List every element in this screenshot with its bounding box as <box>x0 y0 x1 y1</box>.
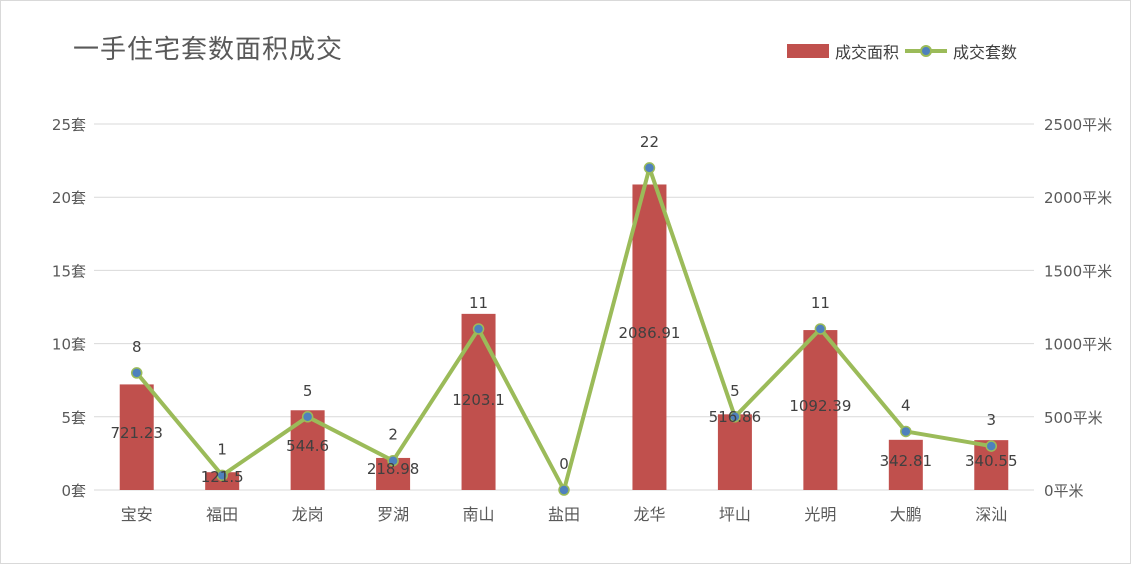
legend-label-area: 成交面积 <box>835 43 900 62</box>
line-point <box>900 425 912 438</box>
x-tick-label: 坪山 <box>719 505 751 524</box>
y-left-tick-label: 15套 <box>52 262 86 280</box>
line-point <box>729 411 741 423</box>
legend-bar-swatch <box>787 44 829 58</box>
bar-data-label: 340.55 <box>965 452 1018 470</box>
y-right-tick-label: 500平米 <box>1044 409 1103 427</box>
y-right-tick-label: 2000平米 <box>1044 189 1112 207</box>
bar-data-label: 1203.1 <box>452 391 505 409</box>
x-tick-label: 宝安 <box>121 505 153 524</box>
bar-data-label: 544.6 <box>286 437 329 455</box>
bar <box>888 439 923 490</box>
bar-data-label: 721.23 <box>110 424 163 442</box>
bar-data-label: 121.5 <box>201 468 244 486</box>
line-point <box>301 411 314 423</box>
y-left-tick-label: 5套 <box>61 409 86 427</box>
line-point <box>472 323 485 335</box>
bar-data-label: 1092.39 <box>789 397 851 415</box>
line-data-label: 22 <box>640 133 659 151</box>
legend-item-area: 成交面积 <box>787 39 899 63</box>
y-right-tick-label: 1000平米 <box>1044 336 1112 354</box>
chart-title: 一手住宅套数面积成交 <box>73 35 344 65</box>
line-data-label: 11 <box>469 294 488 312</box>
legend-line-swatch <box>905 44 948 58</box>
line-point <box>558 484 570 496</box>
legend-marker <box>920 45 933 57</box>
x-tick-label: 罗湖 <box>377 505 409 524</box>
line-data-label: 11 <box>811 294 830 312</box>
line-data-label: 8 <box>132 338 142 356</box>
bar-data-label: 516.86 <box>709 408 762 426</box>
line-data-label: 1 <box>217 440 227 458</box>
legend-item-count: 成交套数 <box>905 39 1017 63</box>
legend-label-count: 成交套数 <box>953 43 1018 62</box>
line-point <box>985 440 998 452</box>
bar-data-label: 218.98 <box>367 460 420 478</box>
y-right-tick-label: 2500平米 <box>1044 116 1112 134</box>
chart-legend: 成交面积 成交套数 <box>787 39 1023 63</box>
line-data-label: 3 <box>986 411 996 429</box>
line-data-label: 5 <box>303 382 313 400</box>
line-point <box>643 162 656 174</box>
y-right-tick-label: 1500平米 <box>1044 262 1112 280</box>
line-point <box>387 454 399 467</box>
x-tick-label: 大鹏 <box>890 505 922 524</box>
bar <box>632 184 667 490</box>
y-left-tick-label: 10套 <box>52 336 86 354</box>
line-point <box>130 367 143 379</box>
line-data-label: 4 <box>901 396 911 414</box>
x-tick-label: 盐田 <box>548 505 580 524</box>
line-point <box>814 323 827 335</box>
x-tick-label: 福田 <box>206 505 238 524</box>
x-tick-label: 南山 <box>463 505 495 524</box>
y-left-tick-label: 0套 <box>61 482 86 500</box>
bar <box>119 384 154 490</box>
bar <box>717 414 752 490</box>
y-left-tick-label: 20套 <box>52 189 86 207</box>
x-tick-label: 龙岗 <box>292 505 324 524</box>
bar-data-label: 342.81 <box>880 452 933 470</box>
x-tick-label: 深汕 <box>975 505 1007 524</box>
x-tick-label: 龙华 <box>633 505 665 524</box>
bar <box>803 330 838 490</box>
line-data-label: 5 <box>730 382 740 400</box>
line-data-label: 2 <box>388 426 398 444</box>
line-point <box>216 469 228 482</box>
y-right-tick-label: 0平米 <box>1044 482 1084 500</box>
line-data-label: 0 <box>559 455 569 473</box>
y-left-tick-label: 25套 <box>52 116 86 134</box>
bar-data-label: 2086.91 <box>618 324 680 342</box>
series-line <box>135 165 992 492</box>
x-tick-label: 光明 <box>804 505 836 524</box>
